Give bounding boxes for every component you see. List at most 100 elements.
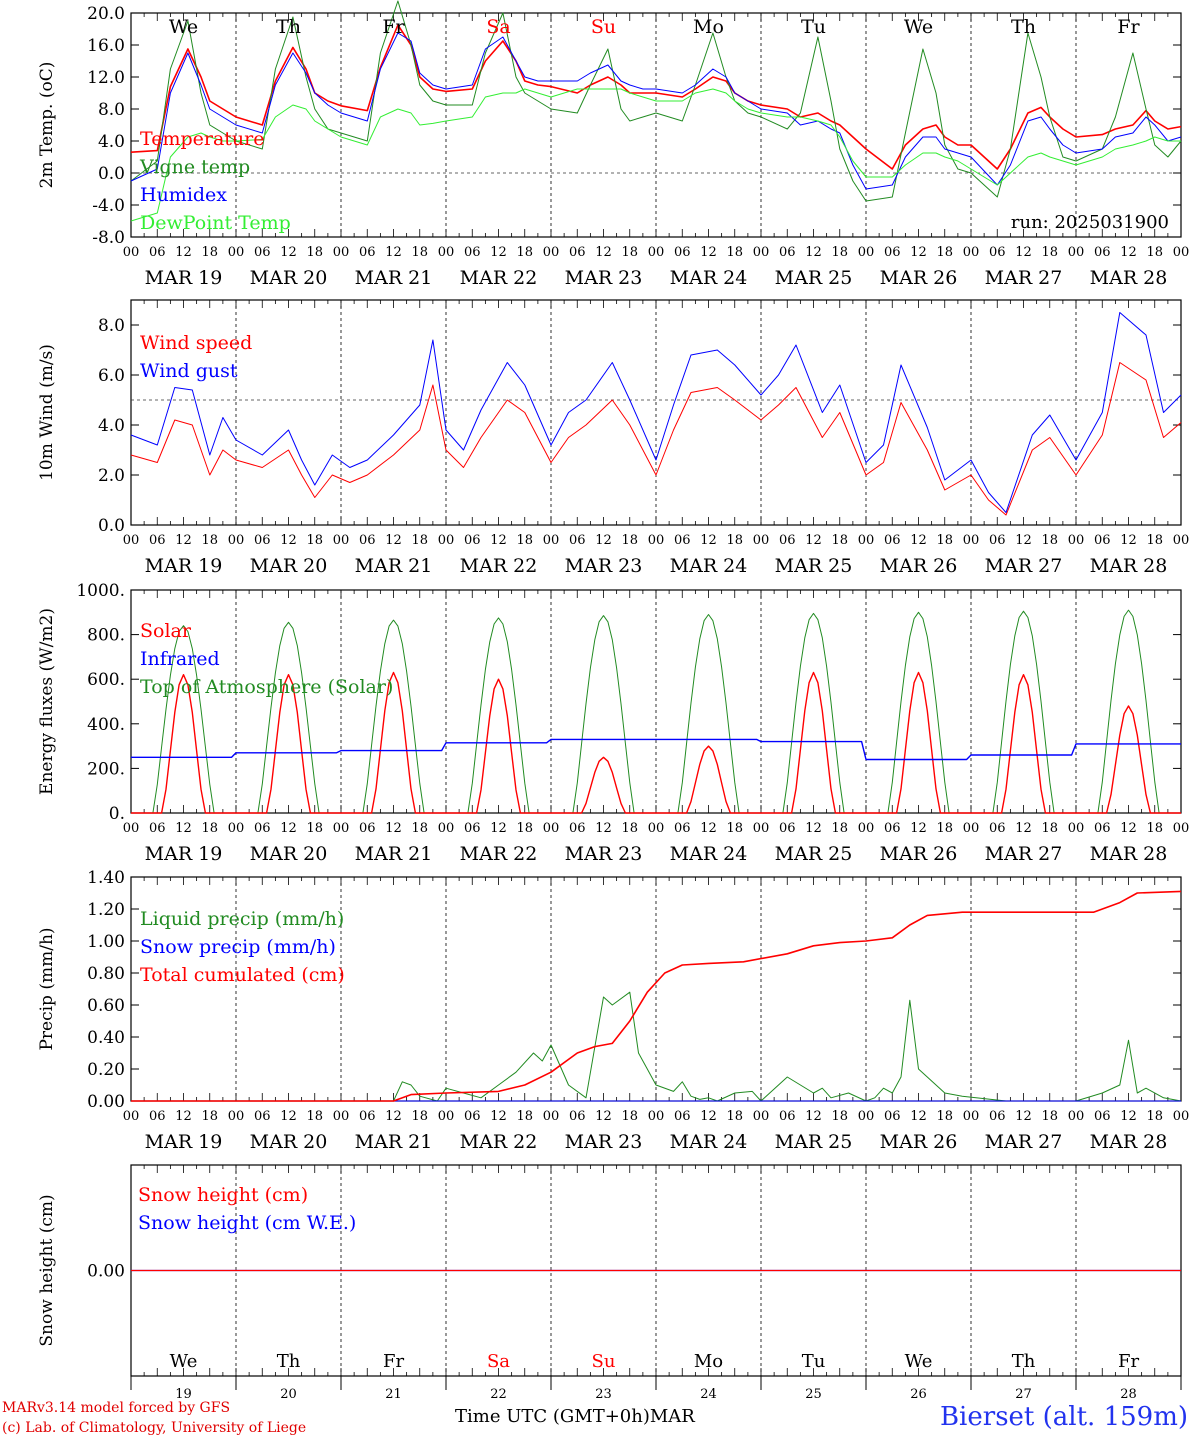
y-tick-label: 0.00 bbox=[87, 1092, 125, 1112]
x-hour-tick-label: 00 bbox=[333, 533, 350, 548]
x-hour-tick-label: 18 bbox=[201, 821, 218, 836]
x-hour-tick-label: 18 bbox=[621, 1109, 638, 1124]
x-hour-tick-label: 18 bbox=[621, 533, 638, 548]
day-name-label: Sa bbox=[487, 1351, 510, 1372]
y-tick-label: 800. bbox=[87, 626, 125, 646]
x-hour-tick-label: 00 bbox=[753, 1109, 770, 1124]
x-hour-tick-label: 18 bbox=[306, 1109, 323, 1124]
y-tick-label: 8.0 bbox=[98, 100, 125, 120]
x-date-label: MAR 23 bbox=[565, 555, 643, 577]
x-date-label: MAR 20 bbox=[250, 1131, 328, 1153]
x-hour-tick-label: 06 bbox=[674, 533, 691, 548]
y-tick-label: 4.0 bbox=[98, 132, 125, 152]
x-hour-tick-label: 00 bbox=[543, 245, 560, 260]
y-tick-label: 1.40 bbox=[87, 868, 125, 888]
x-hour-tick-label: 12 bbox=[1015, 821, 1032, 836]
x-hour-tick-label: 06 bbox=[1094, 245, 1111, 260]
x-hour-tick-label: 12 bbox=[700, 821, 717, 836]
legend-entry: Humidex bbox=[140, 184, 227, 206]
y-axis-label: Precip (mm/h) bbox=[37, 927, 57, 1050]
x-hour-tick-label: 18 bbox=[411, 245, 428, 260]
panel-3: 0. 200. 400. 600. 800. 1000. Energy fluxes (W/… bbox=[37, 581, 1189, 865]
x-date-label: MAR 25 bbox=[775, 267, 853, 289]
series-line bbox=[131, 890, 1182, 1102]
x-hour-tick-label: 12 bbox=[805, 821, 822, 836]
day-name-label: We bbox=[170, 1351, 198, 1372]
legend-entry: Snow precip (mm/h) bbox=[140, 936, 336, 958]
x-hour-tick-label: 12 bbox=[490, 821, 507, 836]
day-name-label: Th bbox=[1012, 1351, 1036, 1372]
x-hour-tick-label: 00 bbox=[438, 821, 455, 836]
x-hour-tick-label: 18 bbox=[831, 245, 848, 260]
x-hour-tick-label: 00 bbox=[1068, 821, 1085, 836]
legend-entry: Top of Atmosphere (Solar) bbox=[140, 676, 393, 698]
x-date-label: MAR 21 bbox=[355, 843, 433, 865]
x-hour-tick-label: 18 bbox=[201, 533, 218, 548]
x-date-label: MAR 27 bbox=[985, 267, 1063, 289]
x-hour-tick-label: 00 bbox=[858, 245, 875, 260]
x-hour-tick-label: 18 bbox=[1041, 533, 1058, 548]
x-hour-tick-label: 00 bbox=[228, 245, 245, 260]
x-hour-tick-label: 00 bbox=[753, 821, 770, 836]
x-hour-tick-label: 18 bbox=[1146, 1109, 1163, 1124]
day-number-label: 21 bbox=[385, 1387, 402, 1402]
x-date-label: MAR 25 bbox=[775, 843, 853, 865]
series-line bbox=[130, 24, 1182, 170]
y-axis-label: Snow height (cm) bbox=[37, 1194, 57, 1346]
x-hour-tick-label: 12 bbox=[595, 1109, 612, 1124]
x-date-label: MAR 26 bbox=[880, 1131, 958, 1153]
legend-entry: Total cumulated (cm) bbox=[140, 964, 345, 986]
x-hour-tick-label: 00 bbox=[438, 533, 455, 548]
x-hour-tick-label: 18 bbox=[936, 245, 953, 260]
lab-credit: (c) Lab. of Climatology, University of L… bbox=[2, 1420, 307, 1436]
x-hour-tick-label: 12 bbox=[910, 533, 927, 548]
x-date-label: MAR 22 bbox=[460, 267, 538, 289]
y-tick-label: 1.20 bbox=[87, 900, 125, 920]
x-hour-tick-label: 00 bbox=[123, 245, 140, 260]
x-hour-tick-label: 06 bbox=[989, 1109, 1006, 1124]
model-credit: MARv3.14 model forced by GFS bbox=[2, 1400, 231, 1416]
legend-entry: Vigne temp bbox=[139, 156, 250, 178]
series-line bbox=[130, 362, 1182, 516]
x-hour-tick-label: 18 bbox=[1041, 1109, 1058, 1124]
x-hour-tick-label: 00 bbox=[1068, 533, 1085, 548]
day-name-label: Fr bbox=[382, 16, 405, 38]
x-date-label: MAR 26 bbox=[880, 555, 958, 577]
x-hour-tick-label: 06 bbox=[1094, 1109, 1111, 1124]
x-date-label: MAR 20 bbox=[250, 555, 328, 577]
x-date-label: MAR 27 bbox=[985, 555, 1063, 577]
panel-5: 0.00 Snow height (cm) Snow height (cm) Snow… bbox=[37, 1164, 1182, 1402]
x-date-label: MAR 21 bbox=[355, 555, 433, 577]
y-axis-label: 2m Temp. (oC) bbox=[37, 62, 57, 189]
x-date-label: MAR 19 bbox=[145, 843, 223, 865]
x-date-label: MAR 27 bbox=[985, 843, 1063, 865]
x-hour-tick-label: 00 bbox=[753, 533, 770, 548]
x-hour-tick-label: 12 bbox=[1120, 821, 1137, 836]
day-name-label: Fr bbox=[1118, 1351, 1139, 1372]
x-hour-tick-label: 12 bbox=[910, 821, 927, 836]
panel-2: 0.0 2.0 4.0 6.0 8.0 10m Wind (m/s) Wind speed W… bbox=[37, 299, 1189, 577]
plot-frame bbox=[130, 12, 1182, 238]
x-hour-tick-label: 00 bbox=[438, 245, 455, 260]
x-hour-tick-label: 12 bbox=[1120, 533, 1137, 548]
series-line bbox=[130, 88, 1181, 222]
day-number-label: 25 bbox=[805, 1387, 822, 1402]
x-hour-tick-label: 06 bbox=[1094, 533, 1111, 548]
time-label: Time UTC (GMT+0h) bbox=[455, 1406, 650, 1427]
x-hour-tick-label: 00 bbox=[648, 1109, 665, 1124]
y-tick-label: 0. bbox=[109, 804, 125, 824]
x-hour-tick-label: 00 bbox=[963, 245, 980, 260]
day-name-label: Sa bbox=[486, 16, 510, 38]
x-date-label: MAR 24 bbox=[670, 555, 748, 577]
day-name-label: Fr bbox=[1117, 16, 1140, 38]
x-hour-tick-label: 18 bbox=[306, 533, 323, 548]
x-hour-tick-label: 06 bbox=[149, 1109, 166, 1124]
series-line bbox=[130, 32, 1182, 190]
x-hour-tick-label: 06 bbox=[464, 533, 481, 548]
x-hour-tick-label: 06 bbox=[359, 245, 376, 260]
x-hour-tick-label: 12 bbox=[385, 533, 402, 548]
x-hour-tick-label: 12 bbox=[1015, 1109, 1032, 1124]
solar-line bbox=[131, 671, 1181, 814]
x-hour-tick-label: 06 bbox=[464, 245, 481, 260]
legend-entry: Liquid precip (mm/h) bbox=[140, 908, 344, 930]
